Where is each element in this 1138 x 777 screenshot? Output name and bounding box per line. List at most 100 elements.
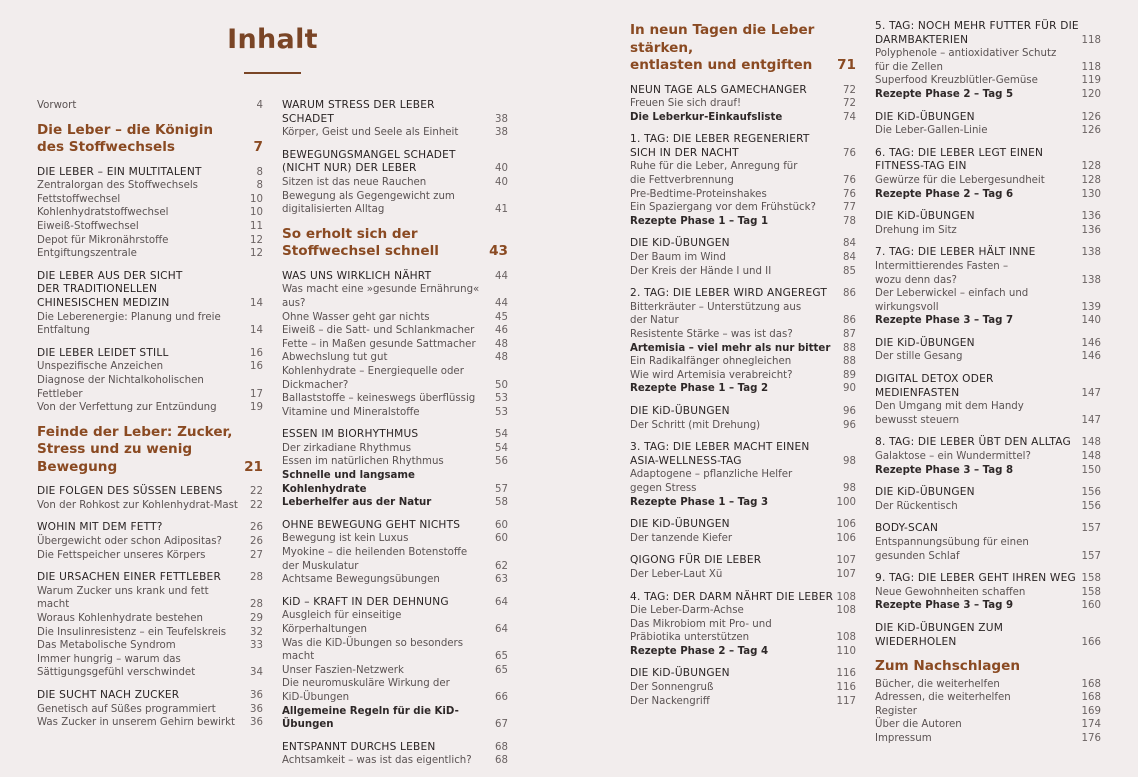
toc-entry[interactable]: Diagnose der Nichtalkoholischen Fettlebe…: [37, 374, 263, 401]
toc-section[interactable]: OHNE BEWEGUNG GEHT NICHTS 60: [282, 519, 508, 533]
toc-entry[interactable]: Der tanzende Kiefer 106: [630, 532, 856, 546]
toc-entry[interactable]: Immer hungrig – warum das Sättigungsgefü…: [37, 653, 263, 680]
toc-chapter[interactable]: Feinde der Leber: Zucker, Stress und zu …: [37, 424, 263, 477]
toc-section[interactable]: DIE SUCHT NACH ZUCKER 36: [37, 689, 263, 703]
toc-section[interactable]: DIGITAL DETOX ODER MEDIENFASTEN 147: [875, 373, 1101, 400]
toc-section[interactable]: DIE KiD-ÜBUNGEN 96: [630, 405, 856, 419]
toc-chapter[interactable]: So erholt sich der Stoffwechsel schnell 4…: [282, 226, 508, 261]
toc-chapter[interactable]: Die Leber – die Königin des Stoffwechsel…: [37, 122, 263, 157]
toc-entry-bold[interactable]: Rezepte Phase 2 – Tag 4 110: [630, 645, 856, 659]
toc-entry[interactable]: Was die KiD-Übungen so besonders macht 65: [282, 637, 508, 664]
toc-entry-bold[interactable]: Artemisia – viel mehr als nur bitter 88: [630, 342, 856, 356]
toc-chapter[interactable]: In neun Tagen die Leber stärken, entlast…: [630, 22, 856, 75]
toc-entry[interactable]: Die neuromuskuläre Wirkung der KiD-Übung…: [282, 677, 508, 704]
toc-entry[interactable]: Sitzen ist das neue Rauchen 40: [282, 176, 508, 190]
toc-entry[interactable]: Adressen, die weiterhelfen 168: [875, 691, 1101, 705]
toc-section[interactable]: 7. TAG: DIE LEBER HÄLT INNE 138: [875, 246, 1101, 260]
toc-entry[interactable]: Die Leber-Darm-Achse 108: [630, 604, 856, 618]
toc-entry[interactable]: Fettstoffwechsel 10: [37, 193, 263, 207]
toc-section[interactable]: ENTSPANNT DURCHS LEBEN 68: [282, 741, 508, 755]
toc-entry[interactable]: Impressum 176: [875, 732, 1101, 746]
toc-entry[interactable]: Ausgleich für einseitige Körperhaltungen…: [282, 609, 508, 636]
toc-entry[interactable]: Gewürze für die Lebergesundheit 128: [875, 174, 1101, 188]
toc-entry[interactable]: Körper, Geist und Seele als Einheit 38: [282, 126, 508, 140]
toc-entry-bold[interactable]: Rezepte Phase 3 – Tag 7 140: [875, 314, 1101, 328]
toc-entry[interactable]: Ein Spaziergang vor dem Frühstück? 77: [630, 201, 856, 215]
toc-entry[interactable]: Die Leber-Gallen-Linie 126: [875, 124, 1101, 138]
toc-entry[interactable]: Bewegung als Gegengewicht zum digitalisi…: [282, 190, 508, 217]
toc-entry[interactable]: Die Insulinresistenz – ein Teufelskreis 3…: [37, 626, 263, 640]
toc-entry-bold[interactable]: Rezepte Phase 2 – Tag 5 120: [875, 88, 1101, 102]
toc-section[interactable]: 3. TAG: DIE LEBER MACHT EINEN ASIA-WELLN…: [630, 441, 856, 468]
toc-entry[interactable]: Polyphenole – antioxidativer Schutz für …: [875, 47, 1101, 74]
toc-entry[interactable]: Der Leber-Laut Xü 107: [630, 568, 856, 582]
toc-section[interactable]: DIE URSACHEN EINER FETTLEBER 28: [37, 571, 263, 585]
toc-entry-bold[interactable]: Schnelle und langsame Kohlenhydrate 57: [282, 469, 508, 496]
toc-entry[interactable]: Pre-Bedtime-Proteinshakes 76: [630, 188, 856, 202]
toc-section[interactable]: BEWEGUNGSMANGEL SCHADET (NICHT NUR) DER …: [282, 149, 508, 176]
toc-section[interactable]: WAS UNS WIRKLICH NÄHRT 44: [282, 270, 508, 284]
toc-entry[interactable]: Achtsame Bewegungsübungen 63: [282, 573, 508, 587]
toc-entry[interactable]: Essen im natürlichen Rhythmus 56: [282, 455, 508, 469]
toc-entry[interactable]: Abwechslung tut gut 48: [282, 351, 508, 365]
toc-entry[interactable]: Genetisch auf Süßes programmiert 36: [37, 703, 263, 717]
toc-section[interactable]: DIE KiD-ÜBUNGEN 106: [630, 518, 856, 532]
toc-entry-bold[interactable]: Rezepte Phase 3 – Tag 8 150: [875, 464, 1101, 478]
toc-section[interactable]: WOHIN MIT DEM FETT? 26: [37, 521, 263, 535]
toc-entry[interactable]: Ein Radikalfänger ohnegleichen 88: [630, 355, 856, 369]
toc-entry[interactable]: Adaptogene – pflanzliche Helfer gegen St…: [630, 468, 856, 495]
toc-section[interactable]: DIE LEBER LEIDET STILL 16: [37, 347, 263, 361]
toc-entry[interactable]: Die Leberenergie: Planung und freie Entf…: [37, 311, 263, 338]
toc-entry[interactable]: Der Baum im Wind 84: [630, 251, 856, 265]
toc-entry-bold[interactable]: Rezepte Phase 1 – Tag 1 78: [630, 215, 856, 229]
toc-entry[interactable]: Die Fettspeicher unseres Körpers 27: [37, 549, 263, 563]
toc-section[interactable]: WARUM STRESS DER LEBER SCHADET 38: [282, 99, 508, 126]
toc-entry[interactable]: Was macht eine »gesunde Ernährung« aus? 4…: [282, 283, 508, 310]
toc-entry[interactable]: Intermittierendes Fasten – wozu denn das…: [875, 260, 1101, 287]
toc-entry-bold[interactable]: Die Leberkur-Einkaufsliste 74: [630, 111, 856, 125]
toc-entry[interactable]: Das Mikrobiom mit Pro- und Präbiotika un…: [630, 618, 856, 645]
toc-entry-bold[interactable]: Rezepte Phase 1 – Tag 3 100: [630, 496, 856, 510]
toc-entry[interactable]: Was Zucker in unserem Gehirn bewirkt 36: [37, 716, 263, 730]
toc-section[interactable]: 6. TAG: DIE LEBER LEGT EINEN FITNESS-TAG…: [875, 147, 1101, 174]
toc-entry[interactable]: Das Metabolische Syndrom 33: [37, 639, 263, 653]
toc-entry-bold[interactable]: Allgemeine Regeln für die KiD-Übungen 67: [282, 705, 508, 732]
toc-entry[interactable]: Achtsamkeit – was ist das eigentlich? 68: [282, 754, 508, 768]
toc-entry[interactable]: Vorwort 4: [37, 99, 263, 113]
toc-entry[interactable]: Vitamine und Mineralstoffe 53: [282, 406, 508, 420]
toc-section[interactable]: 2. TAG: DIE LEBER WIRD ANGEREGT 86: [630, 287, 856, 301]
toc-entry[interactable]: Drehung im Sitz 136: [875, 224, 1101, 238]
toc-entry[interactable]: Unspezifische Anzeichen 16: [37, 360, 263, 374]
toc-section[interactable]: DIE KiD-ÜBUNGEN ZUM WIEDERHOLEN 166: [875, 622, 1101, 649]
toc-section[interactable]: DIE KiD-ÜBUNGEN 156: [875, 486, 1101, 500]
toc-entry-bold[interactable]: Rezepte Phase 2 – Tag 6 130: [875, 188, 1101, 202]
toc-section[interactable]: 4. TAG: DER DARM NÄHRT DIE LEBER 108: [630, 591, 856, 605]
toc-entry[interactable]: Galaktose – ein Wundermittel? 148: [875, 450, 1101, 464]
toc-section[interactable]: DIE FOLGEN DES SÜSSEN LEBENS 22: [37, 485, 263, 499]
toc-section[interactable]: DIE KiD-ÜBUNGEN 126: [875, 111, 1101, 125]
toc-section[interactable]: KiD – KRAFT IN DER DEHNUNG 64: [282, 596, 508, 610]
toc-section[interactable]: BODY-SCAN 157: [875, 522, 1101, 536]
toc-entry[interactable]: Der zirkadiane Rhythmus 54: [282, 442, 508, 456]
toc-entry[interactable]: Bücher, die weiterhelfen 168: [875, 678, 1101, 692]
toc-section[interactable]: DIE KiD-ÜBUNGEN 116: [630, 667, 856, 681]
toc-entry[interactable]: Der Kreis der Hände I und II 85: [630, 265, 856, 279]
toc-entry[interactable]: Von der Verfettung zur Entzündung 19: [37, 401, 263, 415]
toc-entry[interactable]: Ballaststoffe – keineswegs überflüssig 53: [282, 392, 508, 406]
toc-entry-bold[interactable]: Rezepte Phase 3 – Tag 9 160: [875, 599, 1101, 613]
toc-section[interactable]: 1. TAG: DIE LEBER REGENERIERT SICH IN DE…: [630, 133, 856, 160]
toc-entry-bold[interactable]: Rezepte Phase 1 – Tag 2 90: [630, 382, 856, 396]
toc-section[interactable]: DIE KiD-ÜBUNGEN 136: [875, 210, 1101, 224]
toc-entry[interactable]: Myokine – die heilenden Botenstoffe der …: [282, 546, 508, 573]
toc-entry[interactable]: Der Nackengriff 117: [630, 695, 856, 709]
toc-section[interactable]: DIE KiD-ÜBUNGEN 84: [630, 237, 856, 251]
toc-section[interactable]: 9. TAG: DIE LEBER GEHT IHREN WEG 158: [875, 572, 1101, 586]
toc-entry[interactable]: Warum Zucker uns krank und fett macht 28: [37, 585, 263, 612]
toc-entry[interactable]: Der Rückentisch 156: [875, 500, 1101, 514]
toc-entry[interactable]: Entspannungsübung für einen gesunden Sch…: [875, 536, 1101, 563]
toc-entry[interactable]: Über die Autoren 174: [875, 718, 1101, 732]
toc-chapter[interactable]: Zum Nachschlagen: [875, 658, 1101, 676]
toc-entry[interactable]: Den Umgang mit dem Handy bewusst steuern…: [875, 400, 1101, 427]
toc-section[interactable]: DIE LEBER AUS DER SICHT DER TRADITIONELL…: [37, 270, 263, 311]
toc-entry[interactable]: Kohlenhydrate – Energiequelle oder Dickm…: [282, 365, 508, 392]
